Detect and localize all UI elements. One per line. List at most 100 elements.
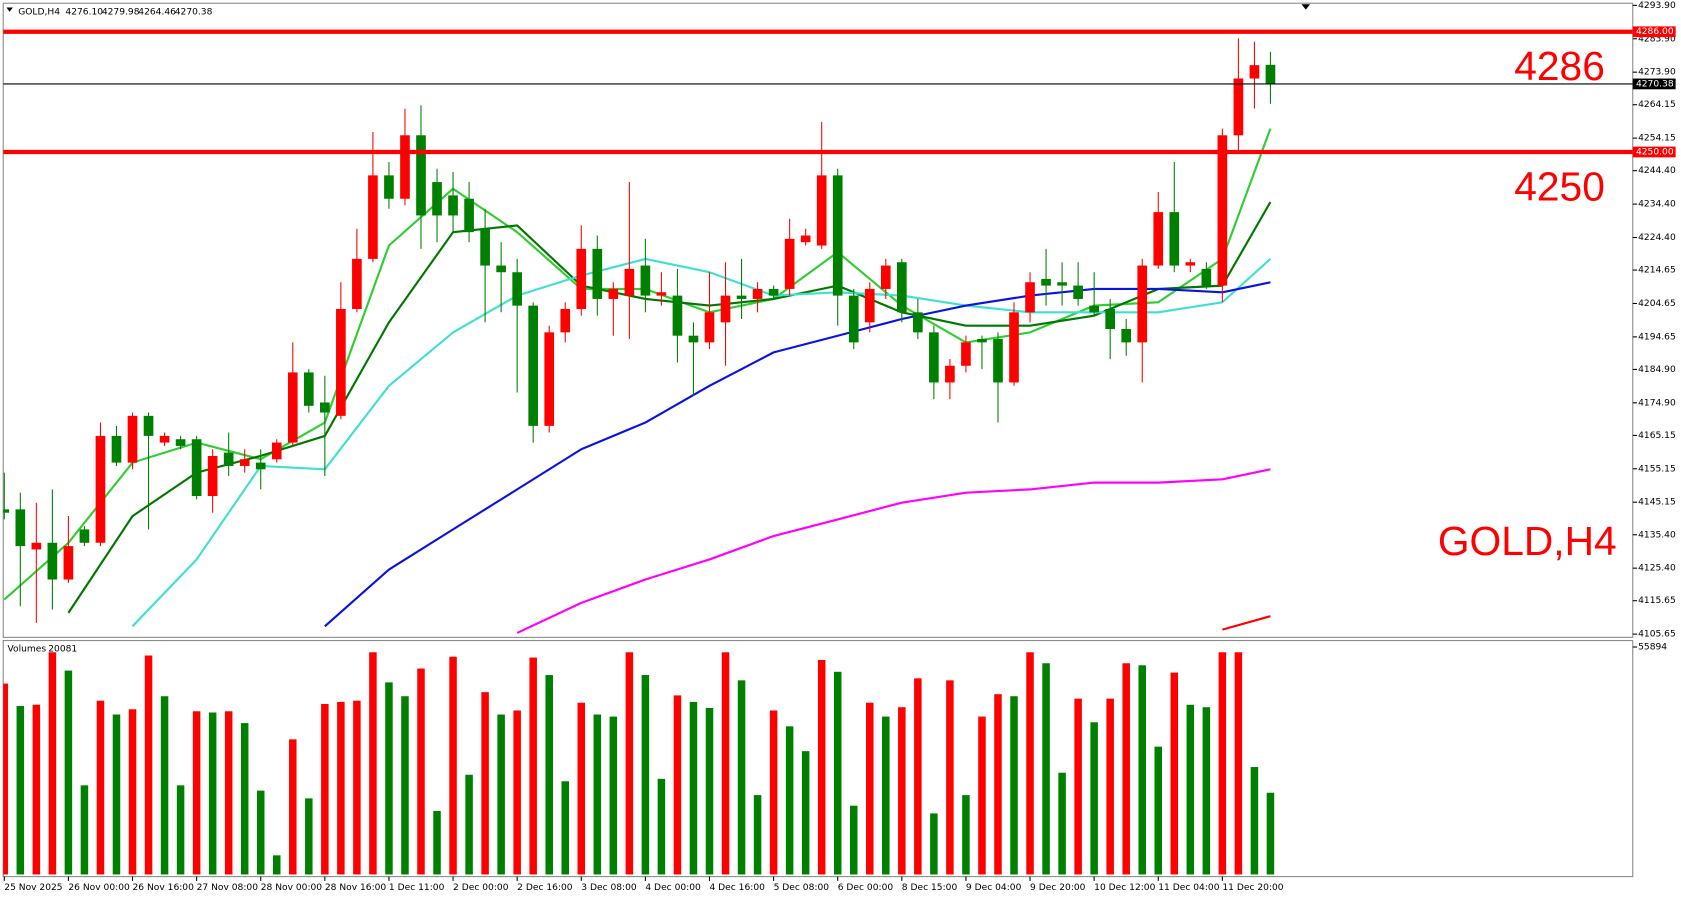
candle-body: [672, 295, 683, 336]
candle-body: [1073, 285, 1083, 299]
candle-body: [592, 248, 603, 299]
x-tick-label: 26 Nov 16:00: [133, 883, 195, 893]
volume-bar: [1250, 767, 1259, 875]
volume-bar: [144, 655, 153, 875]
candle-body: [368, 175, 378, 259]
y-tick-label: 4184.90: [1638, 365, 1676, 375]
volume-bar: [962, 795, 970, 875]
candle-body: [31, 542, 42, 550]
volume-bar: [769, 710, 778, 875]
candle-body: [336, 308, 346, 416]
volume-bar: [1122, 663, 1130, 875]
volume-bar: [914, 678, 922, 875]
volume-bar: [160, 696, 169, 875]
x-tick-label: 25 Nov 2025: [4, 883, 62, 893]
y-tick-label: 4234.40: [1638, 200, 1676, 210]
volume-label: Volumes: [8, 645, 47, 655]
candle-body: [320, 402, 330, 413]
x-tick-label: 11 Dec 20:00: [1222, 883, 1283, 893]
volume-bar: [1042, 663, 1050, 875]
volume-bar: [32, 704, 41, 875]
volume-bar: [240, 723, 249, 875]
volume-bar: [497, 714, 505, 875]
candle-body: [464, 198, 474, 233]
x-tick-label: 1 Dec 11:00: [389, 883, 445, 893]
volume-bar: [401, 696, 409, 875]
big-symbol: GOLD,H4: [1438, 518, 1617, 564]
volume-bar: [1138, 665, 1146, 875]
x-tick-label: 5 Dec 08:00: [774, 883, 830, 893]
x-tick-label: 2 Dec 16:00: [517, 883, 573, 893]
y-tick-label: 4125.40: [1638, 564, 1676, 574]
volume-bar: [817, 659, 826, 875]
candle-body: [223, 452, 234, 466]
candle-body: [880, 265, 891, 289]
volume-bar: [48, 652, 57, 875]
candle-body: [1217, 135, 1228, 286]
x-tick-label: 10 Dec 12:00: [1094, 883, 1155, 893]
candle-body: [15, 509, 26, 547]
candle-body: [3, 509, 10, 513]
candle-body: [1057, 282, 1067, 286]
y-tick-label: 4283.90: [1638, 34, 1676, 44]
level-tag-label: 4250.00: [1636, 147, 1674, 157]
candle-body: [913, 312, 923, 333]
candle-body: [255, 462, 266, 470]
volume-bar: [1202, 707, 1211, 875]
level-tag: [1632, 146, 1676, 158]
candle-body: [191, 439, 202, 497]
x-tick-label: 26 Nov 00:00: [68, 883, 130, 893]
candle-body: [1265, 64, 1276, 84]
candle-body: [239, 459, 250, 466]
volume-bar: [833, 671, 842, 875]
y-tick-label: 4224.40: [1638, 233, 1676, 243]
ohlc-open: 4276.10: [65, 7, 103, 17]
candle-body: [1137, 265, 1148, 343]
volume-bar: [673, 695, 682, 875]
volume-bar: [433, 810, 441, 875]
candle-body: [832, 175, 843, 296]
volume-bar: [689, 701, 698, 875]
volume-bar: [657, 778, 666, 875]
level-annotation: 4250: [1514, 163, 1605, 209]
y-tick-label: 4244.40: [1638, 166, 1676, 176]
candle-body: [175, 439, 186, 446]
volume-bar: [80, 785, 89, 875]
volume-bar: [705, 708, 714, 875]
x-tick-label: 27 Nov 08:00: [197, 883, 259, 893]
candle-body: [448, 195, 458, 216]
volume-bar: [946, 680, 954, 875]
volume-bar: [369, 652, 377, 875]
volume-bar: [385, 682, 393, 875]
volume-bar: [641, 675, 650, 875]
level-tag-label: 4286.00: [1636, 27, 1674, 37]
candle-body: [688, 335, 699, 343]
candle-body: [1089, 305, 1099, 313]
y-tick-label: 4115.65: [1638, 596, 1676, 606]
volume-bar: [208, 712, 217, 875]
volume-bar: [866, 702, 874, 875]
y-tick-label: 4165.15: [1638, 431, 1676, 441]
candle-body: [143, 415, 154, 436]
candle-body: [127, 415, 138, 463]
x-tick-label: 4 Dec 16:00: [709, 883, 765, 893]
menu-arrow: [6, 7, 13, 12]
candle-body: [784, 238, 795, 289]
candle-body: [800, 235, 811, 243]
candle-body: [480, 228, 490, 266]
volume-bar: [3, 683, 9, 875]
volume-bar: [978, 716, 986, 875]
candle-body: [961, 342, 971, 366]
axes: 4293.90 4283.90 4273.90 4264.15 4254.15 4244.…: [3, 1, 1676, 893]
volume-bar: [64, 670, 73, 875]
price-plot: [3, 29, 1633, 634]
candle-body: [207, 455, 218, 497]
volume-bar: [529, 657, 537, 875]
candle-body: [816, 175, 827, 246]
candle-body: [1233, 78, 1244, 136]
candle-body: [704, 312, 715, 343]
candle-body: [416, 135, 426, 216]
candle-body: [929, 332, 939, 383]
